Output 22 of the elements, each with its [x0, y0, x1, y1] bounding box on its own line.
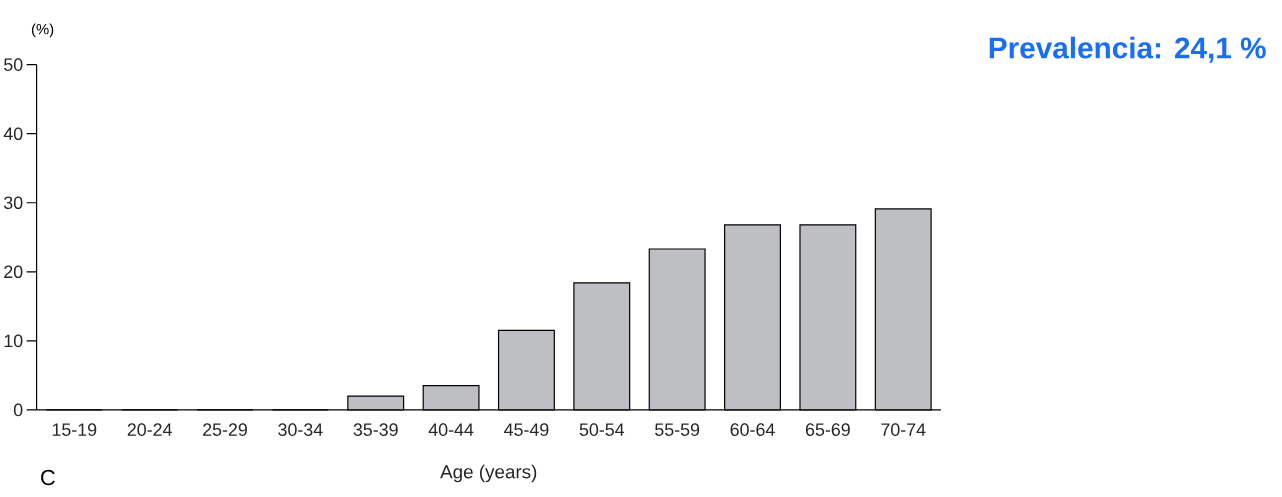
x-tick-label: 55-59 — [655, 423, 700, 436]
x-tick-label: 35-39 — [353, 423, 398, 436]
y-tick-label: 40 — [3, 127, 23, 140]
y-tick-label: 0 — [13, 403, 23, 416]
x-tick-label: 60-64 — [730, 423, 775, 436]
x-tick-label: 15-19 — [52, 423, 97, 436]
x-axis-title: Age (years) — [440, 464, 537, 482]
text: C — [41, 469, 55, 486]
y-tick-label: 10 — [4, 334, 23, 347]
x-tick-label: 25-29 — [203, 423, 247, 436]
x-tick-label: 50-54 — [579, 423, 625, 436]
y-tick-label: 20 — [4, 265, 23, 278]
y-tick-label: 50 — [4, 58, 23, 71]
x-tick-label: 30-34 — [278, 423, 323, 436]
x-tick-label: 45-49 — [504, 423, 549, 436]
x-tick-label: 65-69 — [805, 423, 850, 436]
x-tick-label: 70-74 — [881, 423, 926, 436]
x-tick-label: 40-44 — [428, 423, 474, 436]
y-axis-title: (%) — [31, 23, 54, 38]
text: Prevalencia: 24,1 % — [989, 36, 1266, 63]
x-tick-label: 20-24 — [127, 423, 172, 436]
y-tick-label: 30 — [4, 196, 23, 209]
